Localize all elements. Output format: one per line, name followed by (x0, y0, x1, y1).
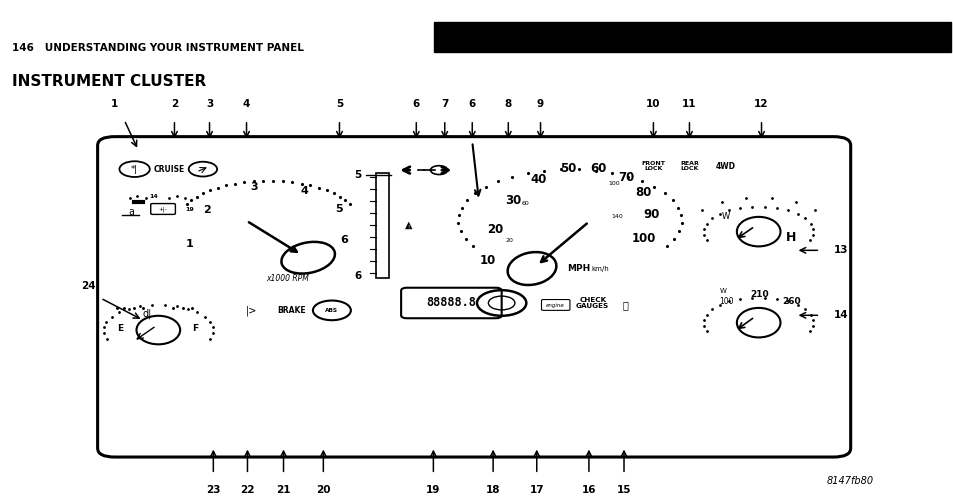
Text: 15: 15 (616, 485, 631, 495)
Text: 210: 210 (750, 290, 768, 298)
Text: 8147fb80: 8147fb80 (825, 476, 872, 486)
Text: !: ! (407, 225, 410, 230)
Text: 3: 3 (250, 182, 257, 192)
Text: 100: 100 (631, 232, 656, 244)
Text: 5: 5 (335, 99, 343, 109)
Text: 1: 1 (111, 99, 118, 109)
Text: 6: 6 (468, 99, 476, 109)
Text: REAR
LOCK: REAR LOCK (679, 161, 699, 172)
Text: 2: 2 (203, 206, 211, 216)
Text: 1: 1 (186, 239, 193, 249)
Text: 10: 10 (478, 254, 495, 267)
Text: 90: 90 (642, 208, 659, 221)
Text: 40: 40 (530, 174, 546, 186)
Text: x1000 RPM: x1000 RPM (266, 274, 309, 283)
Text: engine: engine (545, 303, 563, 308)
Text: 20: 20 (486, 222, 502, 235)
Text: 6: 6 (354, 271, 361, 281)
Text: 14: 14 (150, 194, 158, 198)
Text: 60: 60 (521, 201, 529, 206)
Text: ABS: ABS (325, 308, 338, 313)
Text: 88888.8: 88888.8 (426, 296, 476, 310)
Text: 8: 8 (504, 99, 512, 109)
Text: 30: 30 (504, 194, 520, 207)
Text: 80: 80 (635, 186, 652, 199)
Text: 5: 5 (354, 170, 361, 180)
Text: 100: 100 (608, 182, 619, 186)
Text: 60: 60 (590, 162, 606, 174)
Text: 4: 4 (243, 99, 250, 109)
Text: +|-: +|- (158, 206, 168, 212)
Text: 7: 7 (440, 99, 448, 109)
Text: 14: 14 (833, 310, 847, 320)
Text: 3: 3 (206, 99, 213, 109)
Text: 12: 12 (754, 99, 768, 109)
Text: CRUISE: CRUISE (153, 164, 184, 173)
Text: 146   UNDERSTANDING YOUR INSTRUMENT PANEL: 146 UNDERSTANDING YOUR INSTRUMENT PANEL (12, 43, 304, 53)
Text: 18: 18 (485, 485, 500, 495)
Text: INSTRUMENT CLUSTER: INSTRUMENT CLUSTER (12, 74, 206, 89)
Text: a: a (128, 207, 133, 217)
Text: 4WD: 4WD (715, 162, 735, 170)
Text: 11: 11 (681, 99, 696, 109)
Text: 16: 16 (581, 485, 596, 495)
Text: 23: 23 (206, 485, 220, 495)
Text: d|: d| (142, 308, 152, 319)
Text: FRONT
LOCK: FRONT LOCK (640, 161, 664, 172)
Text: 5: 5 (335, 204, 342, 214)
Text: 20: 20 (505, 238, 513, 244)
Text: ▲: ▲ (404, 220, 412, 230)
Text: 人: 人 (622, 300, 628, 310)
Text: 50: 50 (559, 162, 576, 174)
Text: km/h: km/h (591, 266, 609, 272)
Text: 6: 6 (340, 235, 348, 245)
Text: 24: 24 (81, 280, 95, 290)
Text: E: E (117, 324, 123, 333)
Text: 70: 70 (618, 172, 634, 184)
Text: 17: 17 (529, 485, 543, 495)
Text: BRAKE: BRAKE (277, 306, 306, 315)
Text: 260: 260 (781, 297, 801, 306)
Bar (434, 22, 950, 52)
Text: |>: |> (245, 305, 256, 316)
Text: 20: 20 (315, 485, 331, 495)
Text: W: W (720, 288, 726, 294)
Text: 2: 2 (171, 99, 178, 109)
Text: 140: 140 (611, 214, 622, 219)
Text: 9: 9 (537, 99, 543, 109)
Text: 19: 19 (185, 207, 193, 212)
Text: *|: *| (131, 164, 138, 173)
Text: 10: 10 (645, 99, 660, 109)
Text: H: H (785, 231, 796, 244)
Text: F: F (193, 324, 198, 333)
Text: 13: 13 (833, 246, 847, 256)
Text: 100: 100 (719, 297, 733, 306)
Text: 21: 21 (276, 485, 291, 495)
Text: MPH: MPH (566, 264, 590, 273)
Text: 4: 4 (300, 186, 308, 196)
Text: W: W (720, 212, 729, 222)
Text: 19: 19 (426, 485, 440, 495)
FancyBboxPatch shape (97, 136, 850, 457)
Bar (375, 172, 389, 279)
Text: CHECK
GAUGES: CHECK GAUGES (576, 296, 609, 309)
Text: 6: 6 (413, 99, 419, 109)
Text: 22: 22 (240, 485, 254, 495)
